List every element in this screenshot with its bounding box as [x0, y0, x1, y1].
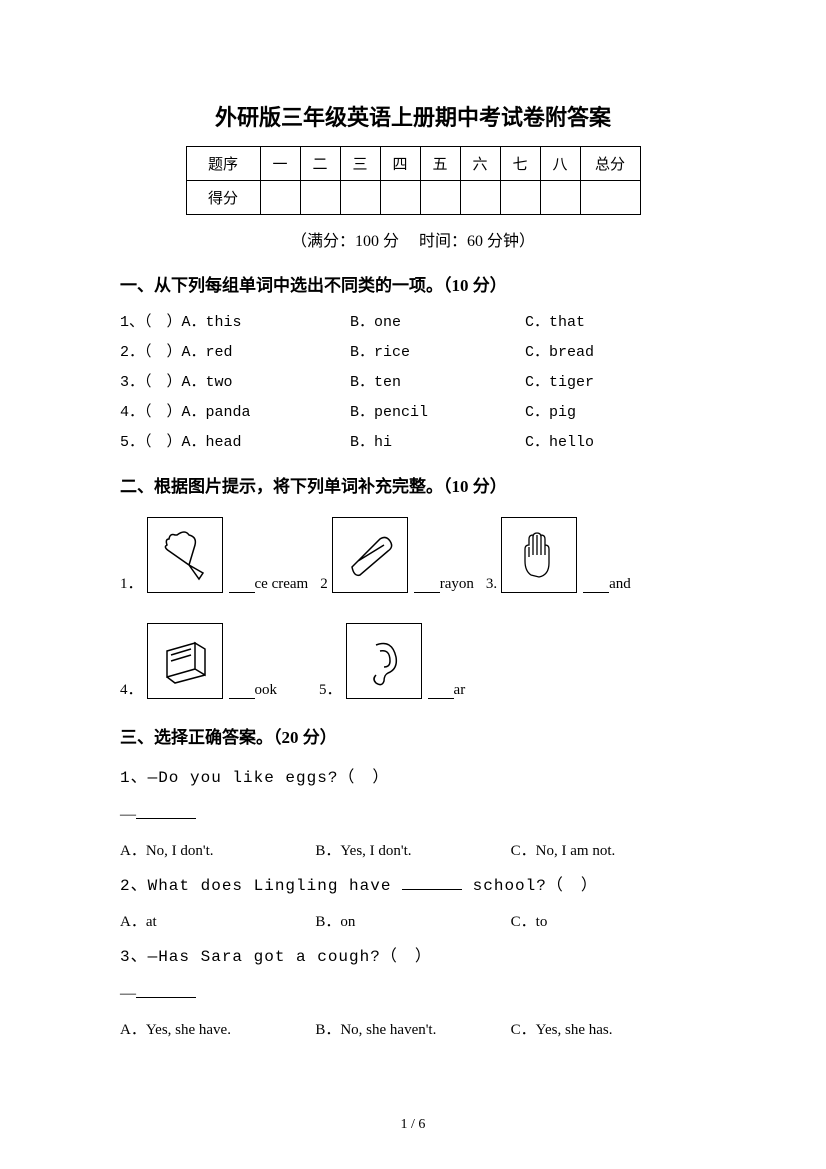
- pic-item-5: 5． ar: [319, 623, 465, 699]
- pic3-num: 3.: [486, 576, 497, 593]
- s3q3-opt-c: C．Yes, she has.: [511, 1013, 706, 1048]
- q3-a: 3．（ ）A．two: [120, 368, 350, 398]
- q1-a: 1、（ ）A．this: [120, 308, 350, 338]
- td-empty[interactable]: [340, 181, 380, 215]
- q3-row: 3．（ ）A．two B．ten C．tiger: [120, 368, 706, 398]
- td-empty[interactable]: [460, 181, 500, 215]
- pic2-num: 2: [320, 576, 328, 593]
- td-empty[interactable]: [420, 181, 460, 215]
- s3q1-blank[interactable]: [136, 803, 196, 819]
- td-empty[interactable]: [380, 181, 420, 215]
- hand-icon: [501, 517, 577, 593]
- td-score-label: 得分: [186, 181, 260, 215]
- q4-row: 4．（ ）A．panda B．pencil C．pig: [120, 398, 706, 428]
- s3q3-blank[interactable]: [136, 982, 196, 998]
- blank-3[interactable]: [583, 577, 609, 593]
- q4-c: C．pig: [525, 398, 685, 428]
- th-2: 二: [300, 147, 340, 181]
- s3q3-opt-b: B．No, she haven't.: [315, 1013, 510, 1048]
- book-icon: [147, 623, 223, 699]
- pic-item-1: 1． ce cream: [120, 517, 308, 593]
- section2-title: 二、根据图片提示，将下列单词补充完整。（10 分）: [120, 472, 706, 497]
- th-5: 五: [420, 147, 460, 181]
- td-empty[interactable]: [300, 181, 340, 215]
- s3q3-dash: —: [120, 976, 706, 1013]
- pic5-num: 5．: [319, 678, 342, 699]
- th-8: 八: [540, 147, 580, 181]
- blank-1[interactable]: [229, 577, 255, 593]
- s3q3-opt-a: A．Yes, she have.: [120, 1013, 315, 1048]
- th-4: 四: [380, 147, 420, 181]
- q4-a: 4．（ ）A．panda: [120, 398, 350, 428]
- page-number: 1 / 6: [0, 1117, 826, 1133]
- q1-row: 1、（ ）A．this B．one C．that: [120, 308, 706, 338]
- s3q3-opts: A．Yes, she have. B．No, she haven't. C．Ye…: [120, 1013, 706, 1048]
- q2-b: B．rice: [350, 338, 525, 368]
- score-table-header: 题序 一 二 三 四 五 六 七 八 总分: [186, 147, 640, 181]
- s3q1-opts: A．No, I don't. B．Yes, I don't. C．No, I a…: [120, 834, 706, 869]
- exam-info: （满分：100 分 时间：60 分钟）: [120, 227, 706, 251]
- s3q2-opt-b: B．on: [315, 905, 510, 940]
- td-empty[interactable]: [540, 181, 580, 215]
- q5-b: B．hi: [350, 428, 525, 458]
- score-table: 题序 一 二 三 四 五 六 七 八 总分 得分: [186, 146, 641, 215]
- exam-title: 外研版三年级英语上册期中考试卷附答案: [120, 100, 706, 132]
- s3q1-opt-a: A．No, I don't.: [120, 834, 315, 869]
- blank-2[interactable]: [414, 577, 440, 593]
- pic3-suffix: and: [609, 576, 631, 593]
- th-7: 七: [500, 147, 540, 181]
- pic-item-2: 2 rayon: [320, 517, 474, 593]
- s3q1-opt-c: C．No, I am not.: [511, 834, 706, 869]
- section2-row2: 4． ook 5． ar: [120, 623, 706, 709]
- s3q2-opt-a: A．at: [120, 905, 315, 940]
- section1-title: 一、从下列每组单词中选出不同类的一项。（10 分）: [120, 271, 706, 296]
- pic-item-3: 3. and: [486, 517, 631, 593]
- blank-4[interactable]: [229, 683, 255, 699]
- pic4-num: 4．: [120, 678, 143, 699]
- crayon-icon: [332, 517, 408, 593]
- s3q2-prompt: 2、What does Lingling have school?（ ）: [120, 868, 706, 905]
- th-3: 三: [340, 147, 380, 181]
- td-empty[interactable]: [580, 181, 640, 215]
- s3q1-dash: —: [120, 797, 706, 834]
- ear-icon: [346, 623, 422, 699]
- td-empty[interactable]: [500, 181, 540, 215]
- q5-row: 5．（ ）A．head B．hi C．hello: [120, 428, 706, 458]
- th-seq: 题序: [186, 147, 260, 181]
- section3-questions: 1、—Do you like eggs?（ ） — A．No, I don't.…: [120, 760, 706, 1047]
- q2-row: 2．（ ）A．red B．rice C．bread: [120, 338, 706, 368]
- pic1-suffix: ce cream: [255, 576, 309, 593]
- s3q2-opts: A．at B．on C．to: [120, 905, 706, 940]
- q3-c: C．tiger: [525, 368, 685, 398]
- pic1-num: 1．: [120, 572, 143, 593]
- pic2-suffix: rayon: [440, 576, 474, 593]
- s3q2-blank[interactable]: [402, 874, 462, 890]
- s3q1-opt-b: B．Yes, I don't.: [315, 834, 510, 869]
- section3-title: 三、选择正确答案。（20 分）: [120, 723, 706, 748]
- section1-questions: 1、（ ）A．this B．one C．that 2．（ ）A．red B．ri…: [120, 308, 706, 458]
- q4-b: B．pencil: [350, 398, 525, 428]
- section2-row1: 1． ce cream 2 rayon 3. and: [120, 517, 706, 603]
- th-total: 总分: [580, 147, 640, 181]
- blank-5[interactable]: [428, 683, 454, 699]
- pic4-suffix: ook: [255, 682, 278, 699]
- th-1: 一: [260, 147, 300, 181]
- score-table-row: 得分: [186, 181, 640, 215]
- pic5-suffix: ar: [454, 682, 466, 699]
- s3q3-prompt: 3、—Has Sara got a cough?（ ）: [120, 939, 706, 976]
- q2-a: 2．（ ）A．red: [120, 338, 350, 368]
- icecream-icon: [147, 517, 223, 593]
- th-6: 六: [460, 147, 500, 181]
- s3q2-opt-c: C．to: [511, 905, 706, 940]
- s3q1-prompt: 1、—Do you like eggs?（ ）: [120, 760, 706, 797]
- q2-c: C．bread: [525, 338, 685, 368]
- q1-c: C．that: [525, 308, 685, 338]
- pic-item-4: 4． ook: [120, 623, 277, 699]
- q5-c: C．hello: [525, 428, 685, 458]
- td-empty[interactable]: [260, 181, 300, 215]
- q3-b: B．ten: [350, 368, 525, 398]
- q5-a: 5．（ ）A．head: [120, 428, 350, 458]
- q1-b: B．one: [350, 308, 525, 338]
